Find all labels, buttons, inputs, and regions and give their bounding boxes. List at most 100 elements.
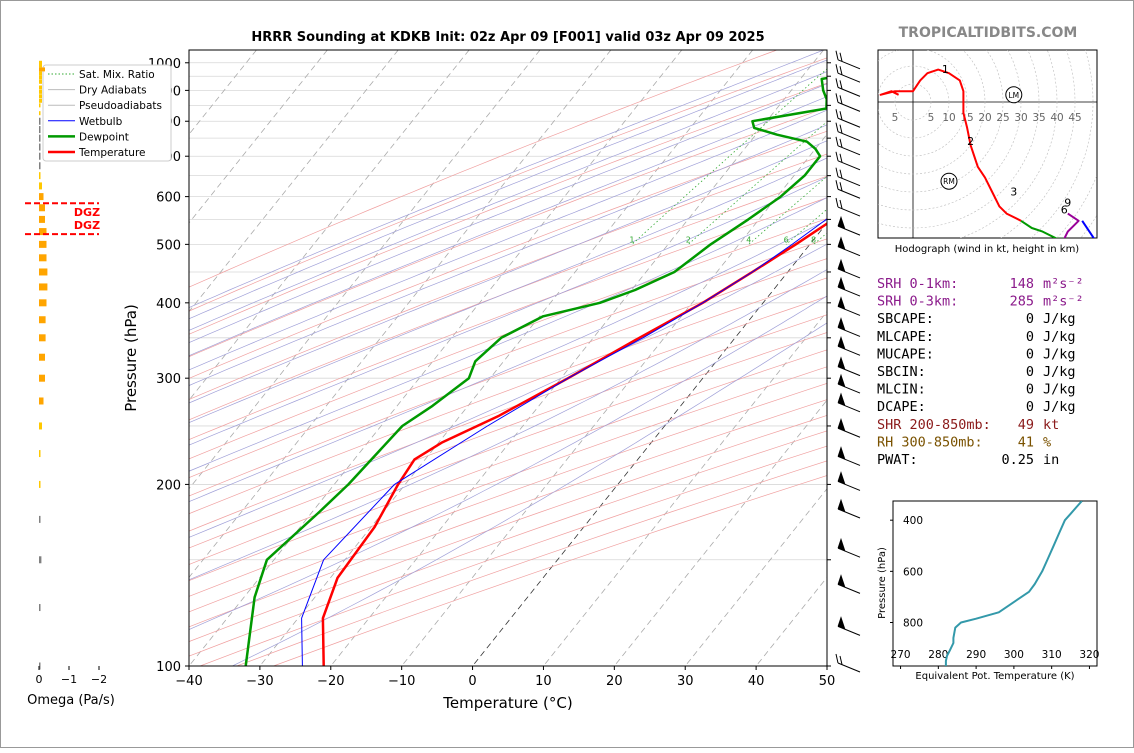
x-tick-label: −10 xyxy=(388,674,415,689)
wind-barb-feather xyxy=(840,139,842,148)
wind-barb-feather xyxy=(840,66,842,75)
theta-x-tick-label: 270 xyxy=(891,649,911,661)
omega-bar xyxy=(39,316,46,323)
omega-bar xyxy=(39,162,41,169)
wind-barb-feather xyxy=(840,154,842,163)
index-label: PWAT: xyxy=(877,452,918,468)
wind-barb xyxy=(838,447,860,465)
hodograph-height-label: 9 xyxy=(1064,196,1071,209)
isotherm-line xyxy=(118,50,611,666)
wind-barb-feather xyxy=(840,80,842,89)
legend-label: Temperature xyxy=(78,147,146,159)
wind-barb-flag xyxy=(838,500,845,512)
index-unit: m²s⁻² xyxy=(1043,276,1084,292)
omega-bar xyxy=(39,375,45,382)
index-value: 148 xyxy=(1010,276,1034,292)
wind-barb-flag xyxy=(838,337,845,349)
wind-barb-feather xyxy=(836,654,838,663)
index-label: SRH 0-3km: xyxy=(877,294,958,310)
skew-t-xlabel: Temperature (°C) xyxy=(442,694,572,712)
wind-barb-staff xyxy=(838,60,860,69)
wind-barb-flag xyxy=(838,419,845,431)
hodograph-ring-label: 40 xyxy=(1050,112,1063,124)
wind-barb xyxy=(836,109,860,127)
omega-bar xyxy=(39,172,41,179)
omega-bar xyxy=(39,299,47,306)
index-value: 0 xyxy=(1026,382,1034,398)
omega-bar xyxy=(39,397,44,404)
index-value: 0 xyxy=(1026,311,1034,327)
index-unit: J/kg xyxy=(1043,382,1076,398)
x-tick-label: 0 xyxy=(468,674,476,689)
y-tick-label: 600 xyxy=(156,191,181,206)
dgz-label: DGZ xyxy=(74,219,100,232)
dgz-label: DGZ xyxy=(74,206,100,219)
wind-barb-feather xyxy=(840,125,842,134)
wind-barb xyxy=(838,297,860,315)
y-tick-label: 200 xyxy=(156,478,181,493)
hodograph-ring-label: 5 xyxy=(928,112,935,124)
wind-barbs xyxy=(836,51,860,672)
wind-barb-staff xyxy=(838,189,860,198)
index-label: MLCAPE: xyxy=(877,329,934,345)
omega-bar xyxy=(39,516,41,523)
wind-barb-flag xyxy=(838,238,845,250)
index-unit: J/kg xyxy=(1043,346,1076,362)
index-label: SBCIN: xyxy=(877,364,926,380)
wind-barb-staff xyxy=(838,102,860,111)
wind-barb-feather xyxy=(836,137,838,146)
index-value: 49 xyxy=(1018,417,1034,433)
index-label: RH 300-850mb: xyxy=(877,434,983,450)
y-tick-label: 100 xyxy=(156,660,181,675)
isotherm-line xyxy=(1,50,44,666)
omega-bar xyxy=(39,63,42,67)
omega-bar xyxy=(39,111,41,115)
wind-barb-feather xyxy=(840,200,842,209)
theta-x-tick-label: 300 xyxy=(1004,649,1024,661)
legend-label: Pseudoadiabats xyxy=(79,100,162,112)
legend-label: Sat. Mix. Ratio xyxy=(79,69,155,81)
hodograph-ring-label: 5 xyxy=(892,112,899,124)
wind-barb xyxy=(836,93,860,111)
omega-bar xyxy=(39,118,41,125)
omega-bar xyxy=(39,422,42,429)
wind-barb-feather xyxy=(840,95,842,104)
skew-t-title: HRRR Sounding at KDKB Init: 02z Apr 09 [… xyxy=(251,30,764,45)
wind-barb xyxy=(838,217,860,235)
index-value: 285 xyxy=(1010,294,1034,310)
hodograph-height-label: 3 xyxy=(1010,186,1017,199)
omega-tick-label: −2 xyxy=(91,673,107,686)
wind-barb xyxy=(838,358,860,376)
omega-bar xyxy=(39,481,41,488)
wind-barb-feather xyxy=(840,656,842,665)
y-tick-label: 500 xyxy=(156,238,181,253)
hodograph-ring-label: 25 xyxy=(996,112,1009,124)
wind-barb-staff xyxy=(838,73,860,82)
omega-bar xyxy=(39,103,41,107)
wind-barb-feather xyxy=(836,123,838,132)
wind-barb-staff xyxy=(838,132,860,141)
wind-barb-feather xyxy=(840,170,842,179)
omega-tick-label: −1 xyxy=(61,673,77,686)
wind-barb-feather xyxy=(836,93,838,102)
index-label: MUCAPE: xyxy=(877,346,934,362)
omega-bar xyxy=(39,204,45,211)
wind-barb-flag xyxy=(838,472,845,484)
wind-barb xyxy=(838,337,860,355)
x-tick-label: 50 xyxy=(819,674,836,689)
wind-barb xyxy=(836,152,860,170)
index-unit: J/kg xyxy=(1043,311,1076,327)
omega-bar xyxy=(39,80,42,84)
wind-barb xyxy=(836,198,860,216)
